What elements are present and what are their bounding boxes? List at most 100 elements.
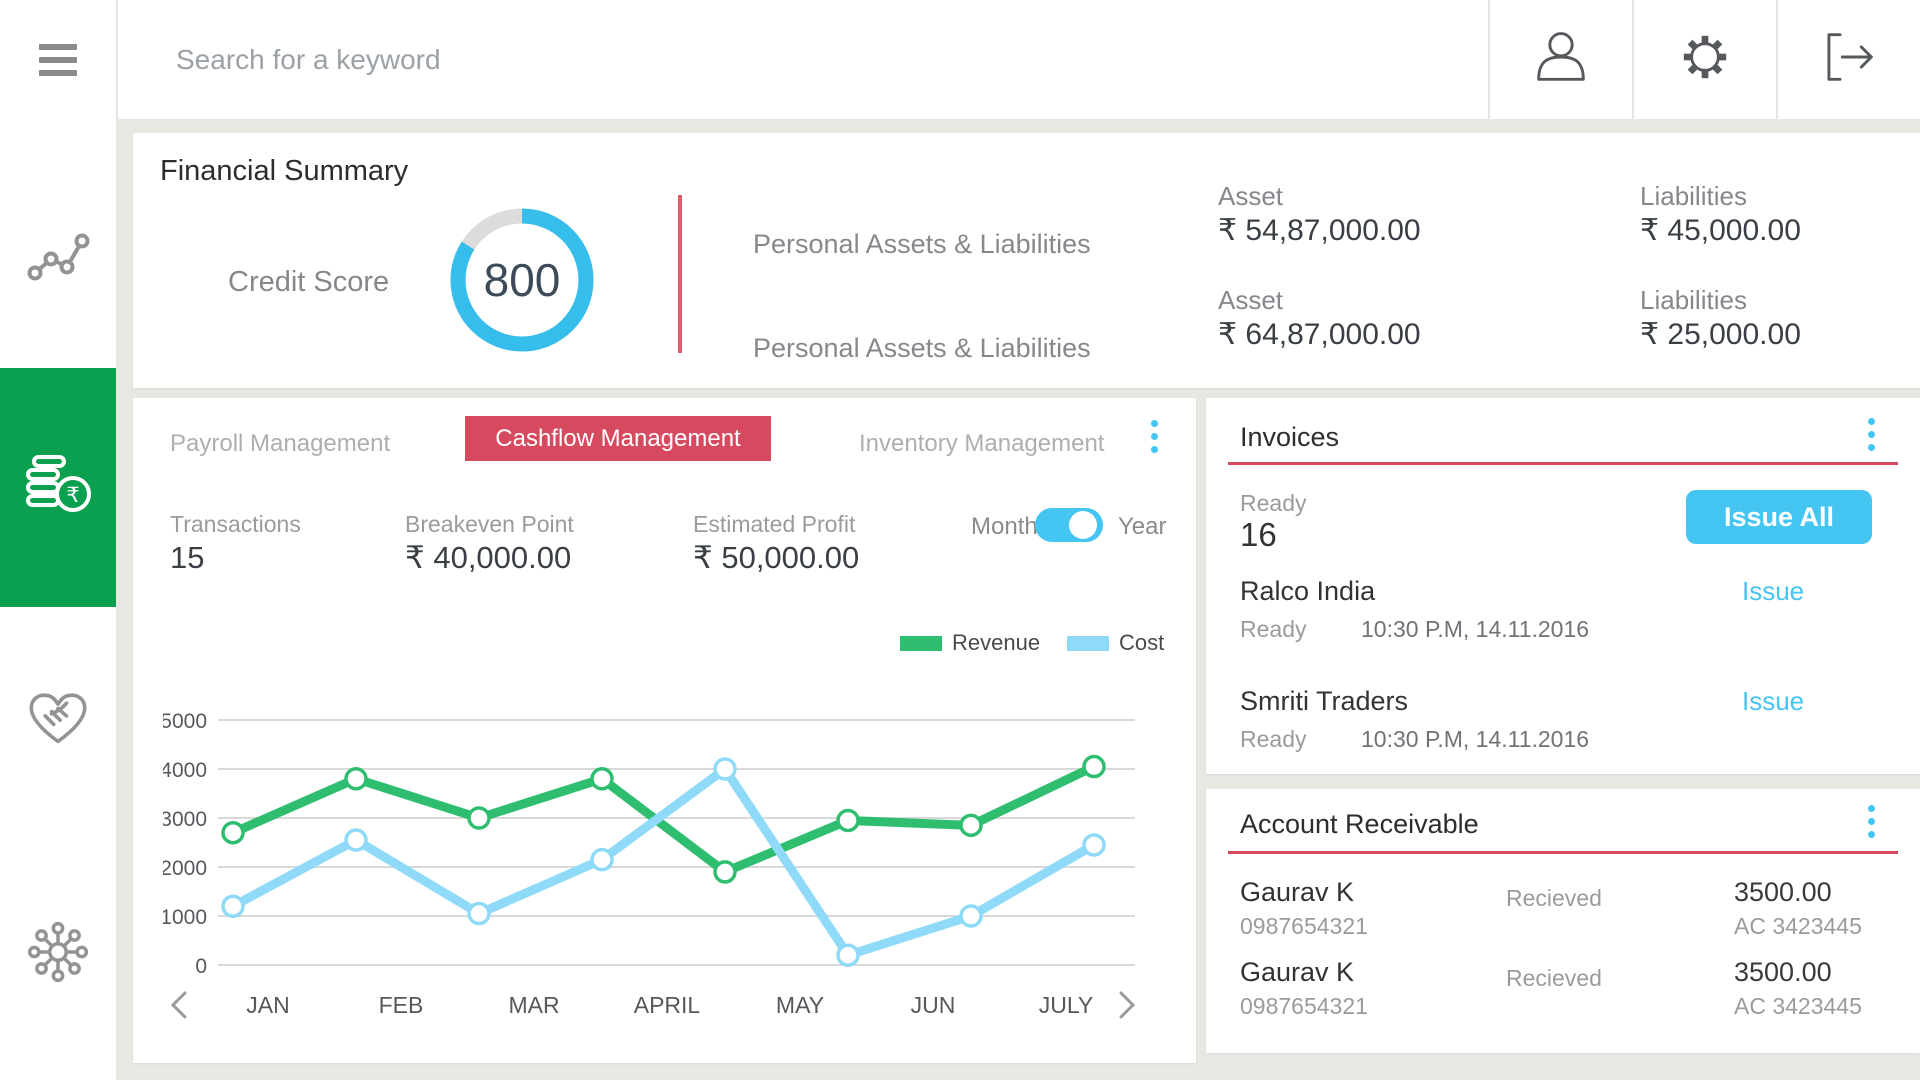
svg-text:2000: 2000 xyxy=(163,857,207,880)
ar-status-1: Recieved xyxy=(1506,885,1602,911)
account-receivable-card: Account Receivable Gaurav K 0987654321 R… xyxy=(1206,789,1920,1053)
user-icon xyxy=(1532,28,1590,91)
liabilities-value-1: ₹ 45,000.00 xyxy=(1640,214,1801,247)
sidebar: ₹ xyxy=(0,119,116,1080)
svg-text:JUN: JUN xyxy=(911,992,956,1018)
ar-name-2: Gaurav K xyxy=(1240,957,1355,987)
search-input[interactable] xyxy=(174,42,1432,77)
transactions-value: 15 xyxy=(170,540,205,575)
ar-account-2: AC 3423445 xyxy=(1734,993,1862,1019)
estimated-profit-label: Estimated Profit xyxy=(693,511,856,537)
asset-value-1: ₹ 54,87,000.00 xyxy=(1218,214,1421,247)
svg-text:1000: 1000 xyxy=(163,906,207,929)
invoices-ready-count: 16 xyxy=(1240,516,1277,553)
revenue-swatch xyxy=(900,635,942,651)
top-bar xyxy=(0,0,1920,119)
credit-score-donut: 800 xyxy=(450,208,594,352)
cost-swatch xyxy=(1067,635,1109,651)
invoices-title: Invoices xyxy=(1240,422,1340,452)
ar-amount-1: 3500.00 xyxy=(1734,877,1832,907)
credit-score-label: Credit Score xyxy=(228,266,390,298)
svg-text:FEB: FEB xyxy=(379,992,424,1018)
liabilities-label-2: Liabilities xyxy=(1640,285,1747,315)
svg-text:JAN: JAN xyxy=(246,992,289,1018)
svg-text:MAR: MAR xyxy=(508,992,559,1018)
financial-summary-title: Financial Summary xyxy=(160,155,409,187)
account-receivable-title: Account Receivable xyxy=(1240,809,1479,839)
svg-text:4000: 4000 xyxy=(163,759,207,782)
user-button[interactable] xyxy=(1488,0,1632,119)
toggle-year-label[interactable]: Year xyxy=(1118,513,1167,540)
account-receivable-rule xyxy=(1228,851,1898,854)
menu-button[interactable] xyxy=(0,0,118,119)
toggle-month-label[interactable]: Month xyxy=(971,513,1038,540)
personal-assets-label-1: Personal Assets & Liabilities xyxy=(753,229,1091,259)
legend-revenue: Revenue xyxy=(900,630,1040,656)
asset-value-2: ₹ 64,87,000.00 xyxy=(1218,318,1421,351)
financial-summary-card: Financial Summary Credit Score 800 Perso… xyxy=(133,133,1920,388)
breakeven-value: ₹ 40,000.00 xyxy=(405,540,572,575)
invoice-client-2: Smriti Traders xyxy=(1240,686,1409,716)
invoices-ready-label: Ready xyxy=(1240,490,1307,516)
billing-coins-icon: ₹ xyxy=(22,453,94,522)
issue-link-1[interactable]: Issue xyxy=(1742,576,1805,606)
tab-inventory-management[interactable]: Inventory Management xyxy=(859,430,1105,457)
tab-cashflow-management[interactable]: Cashflow Management xyxy=(465,416,771,461)
svg-text:MAY: MAY xyxy=(776,992,824,1018)
ar-amount-2: 3500.00 xyxy=(1734,957,1832,987)
legend-cost: Cost xyxy=(1067,630,1164,656)
summary-divider xyxy=(678,195,682,353)
invoice-status-1: Ready xyxy=(1240,616,1307,642)
sidebar-item-analytics[interactable] xyxy=(0,204,116,314)
chart-next-arrow xyxy=(1119,991,1136,1019)
liabilities-value-2: ₹ 25,000.00 xyxy=(1640,318,1801,351)
sidebar-item-partners[interactable] xyxy=(0,664,116,774)
invoices-more-menu[interactable] xyxy=(1868,418,1875,451)
cashflow-more-menu[interactable] xyxy=(1151,420,1158,453)
invoices-card: Invoices Ready 16 Issue All Ralco India … xyxy=(1206,398,1920,774)
revenue-cost-line-chart: 0 1000 2000 3000 4000 5000 JAN FEB MAR APRIL MAY JU… xyxy=(163,710,1136,1019)
svg-text:₹: ₹ xyxy=(66,484,79,507)
partners-handshake-icon xyxy=(24,686,92,753)
trend-chart-icon xyxy=(25,229,91,290)
logout-icon xyxy=(1820,28,1878,91)
gear-icon xyxy=(1676,28,1734,91)
liabilities-label-1: Liabilities xyxy=(1640,181,1747,211)
hamburger-icon xyxy=(39,43,77,76)
asset-label-1: Asset xyxy=(1218,181,1284,211)
logout-button[interactable] xyxy=(1776,0,1920,119)
account-receivable-more-menu[interactable] xyxy=(1868,805,1875,838)
svg-text:3000: 3000 xyxy=(163,808,207,831)
invoice-client-1: Ralco India xyxy=(1240,576,1376,606)
transactions-label: Transactions xyxy=(170,511,301,537)
personal-assets-label-2: Personal Assets & Liabilities xyxy=(753,333,1091,363)
credit-score-value: 800 xyxy=(484,254,561,306)
breakeven-label: Breakeven Point xyxy=(405,511,574,537)
sidebar-item-network[interactable] xyxy=(0,899,116,1009)
network-hub-icon xyxy=(25,919,91,990)
settings-button[interactable] xyxy=(1632,0,1776,119)
invoice-time-1: 10:30 P.M, 14.11.2016 xyxy=(1361,616,1590,642)
estimated-profit-value: ₹ 50,000.00 xyxy=(693,540,860,575)
issue-all-button[interactable]: Issue All xyxy=(1686,490,1872,544)
tab-payroll-management[interactable]: Payroll Management xyxy=(170,430,391,457)
ar-account-1: AC 3423445 xyxy=(1734,913,1862,939)
revenue-legend-label: Revenue xyxy=(952,630,1041,655)
search-bar xyxy=(118,0,1488,119)
month-year-toggle[interactable] xyxy=(1035,508,1103,542)
svg-text:JULY: JULY xyxy=(1039,992,1094,1018)
ar-phone-1: 0987654321 xyxy=(1240,913,1368,939)
cashflow-card: Payroll Management Cashflow Management I… xyxy=(133,398,1196,1063)
invoice-time-2: 10:30 P.M, 14.11.2016 xyxy=(1361,726,1590,752)
svg-text:5000: 5000 xyxy=(163,710,207,733)
ar-status-2: Recieved xyxy=(1506,965,1602,991)
ar-phone-2: 0987654321 xyxy=(1240,993,1368,1019)
issue-link-2[interactable]: Issue xyxy=(1742,686,1805,716)
sidebar-item-billing[interactable]: ₹ xyxy=(0,368,116,607)
asset-label-2: Asset xyxy=(1218,285,1284,315)
svg-text:0: 0 xyxy=(195,955,207,978)
invoices-rule xyxy=(1228,462,1898,465)
invoice-status-2: Ready xyxy=(1240,726,1307,752)
svg-text:APRIL: APRIL xyxy=(634,992,701,1018)
cost-legend-label: Cost xyxy=(1119,630,1165,655)
